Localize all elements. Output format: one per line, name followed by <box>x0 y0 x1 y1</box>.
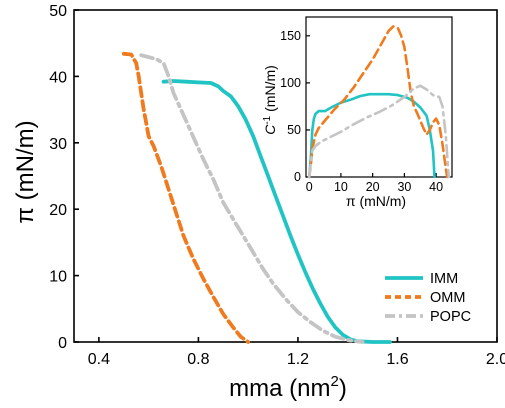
inset-x-tick-label: 10 <box>334 180 348 194</box>
main-series-omm <box>121 51 251 344</box>
legend: IMM OMM POPC <box>385 271 471 325</box>
inset-x-tick-label: 40 <box>429 180 443 194</box>
inset-axis-ticks: 0 10 20 30 40 0 50 100 150 <box>280 29 443 194</box>
main-y-tick-label: 40 <box>49 69 67 86</box>
x-axis-title-superscript: 2 <box>331 373 339 390</box>
legend-label-imm: IMM <box>430 271 458 287</box>
main-series-lines <box>121 51 392 344</box>
inset-y-tick-label: 100 <box>280 76 301 90</box>
inset-series-popc <box>307 84 451 179</box>
main-x-tick-label: 0.4 <box>88 351 110 368</box>
inset-plot-frame <box>305 16 453 178</box>
legend-label-popc: POPC <box>430 309 471 325</box>
y-axis-title: π (mN/m) <box>12 120 39 223</box>
inset-x-tick-label: 30 <box>397 180 411 194</box>
inset-y-title-letter: C <box>262 124 278 135</box>
legend-label-omm: OMM <box>430 290 465 306</box>
inset-x-tick-label: 20 <box>366 180 380 194</box>
main-series-popc <box>139 53 365 344</box>
x-axis-title: mma (nm2) <box>229 373 347 402</box>
main-y-tick-label: 10 <box>49 269 67 286</box>
inset-y-tick-label: 150 <box>280 29 301 43</box>
x-axis-title-main: mma (nm <box>229 375 330 402</box>
main-x-tick-label: 1.6 <box>386 351 408 368</box>
main-y-tick-label: 50 <box>49 3 67 20</box>
inset-y-title-unit: (mN/m) <box>262 65 278 116</box>
main-x-tick-label: 1.2 <box>287 351 309 368</box>
main-x-tick-label: 2.0 <box>486 351 505 368</box>
main-y-tick-label: 0 <box>58 335 67 352</box>
inset-series-lines <box>307 25 451 179</box>
inset-x-tick-label: 0 <box>306 180 313 194</box>
inset-y-tick-label: 0 <box>294 170 301 184</box>
main-series-imm <box>161 79 392 344</box>
main-x-tick-label: 0.8 <box>187 351 209 368</box>
inset-series-imm <box>307 92 436 179</box>
inset-y-axis-title: C-1 (mN/m) <box>262 65 278 135</box>
x-axis-title-close: ) <box>339 375 347 402</box>
inset-y-title-superscript: -1 <box>262 115 273 124</box>
inset-x-axis-title: π (mN/m) <box>346 193 406 209</box>
main-y-tick-label: 30 <box>49 136 67 153</box>
main-axis-ticks: 0.4 0.8 1.2 1.6 2.0 0 10 20 30 40 50 <box>49 3 505 368</box>
inset-series-omm <box>307 25 449 179</box>
main-y-tick-label: 20 <box>49 202 67 219</box>
inset-axes-box <box>305 16 453 178</box>
inset-y-tick-label: 50 <box>287 123 301 137</box>
